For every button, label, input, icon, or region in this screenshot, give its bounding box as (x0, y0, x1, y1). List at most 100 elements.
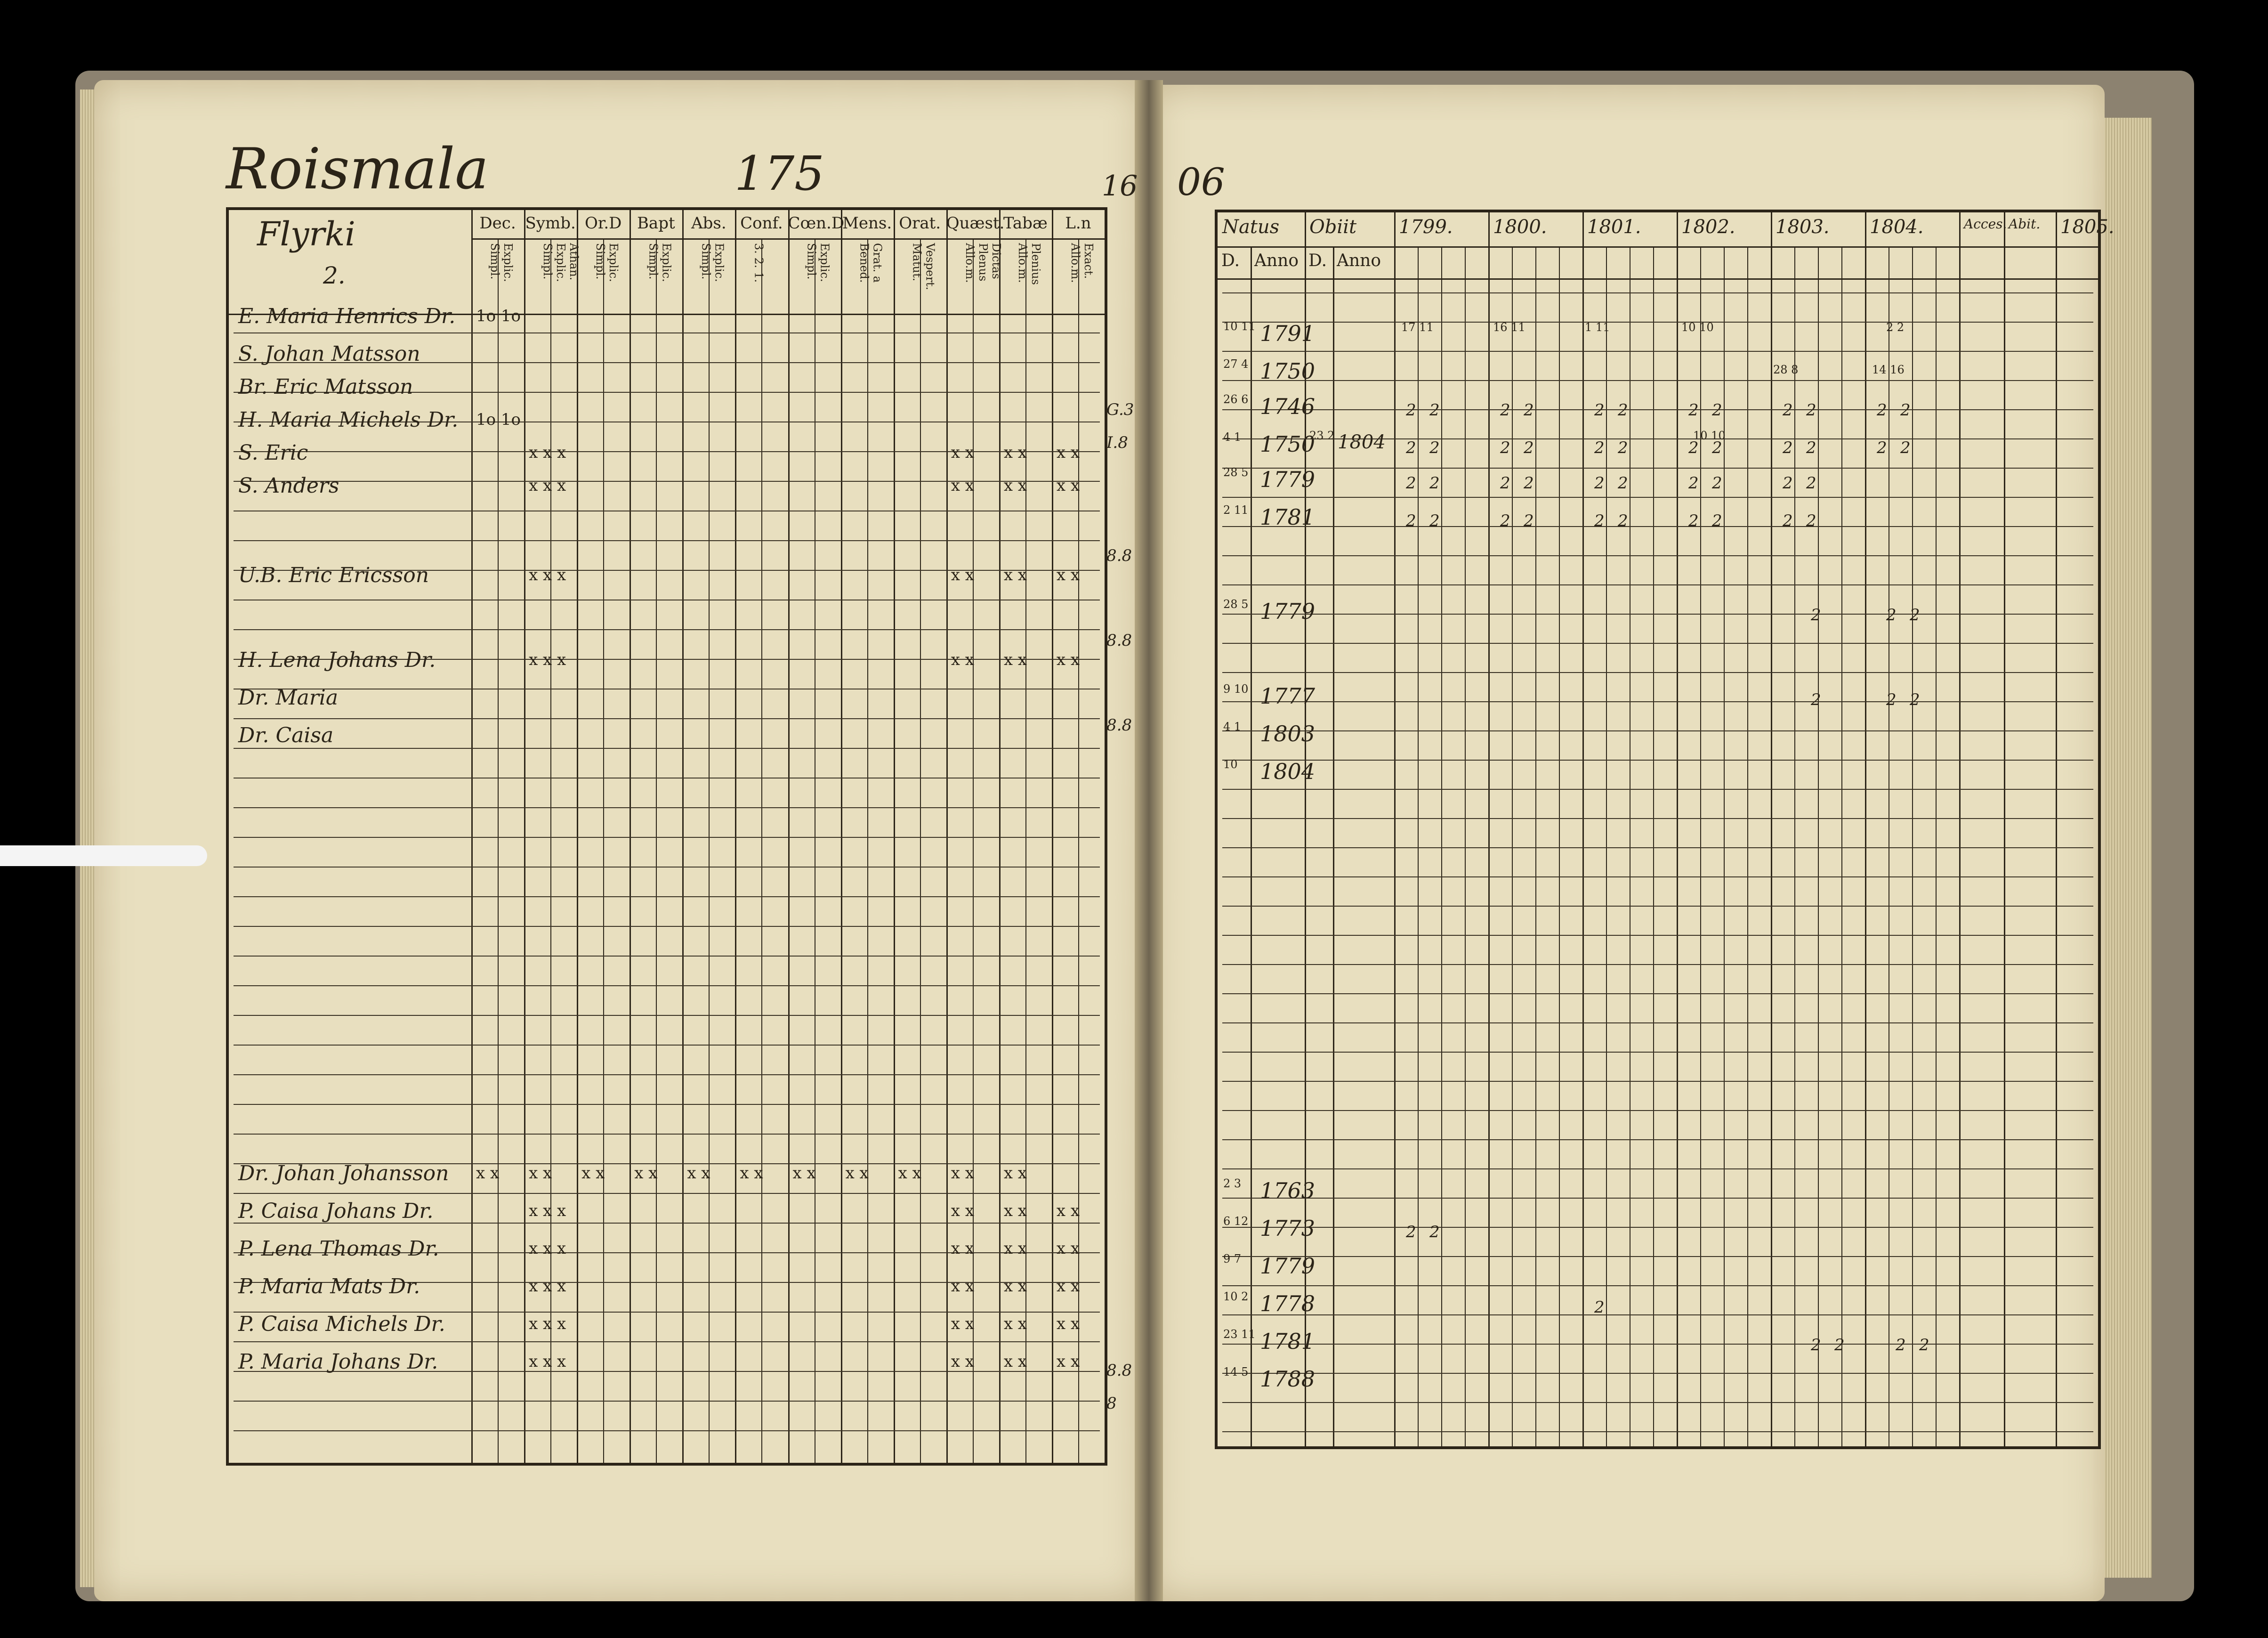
writing-rule (234, 956, 1100, 957)
writing-rule (234, 1015, 1100, 1016)
birth-year: 1779 (1260, 599, 1316, 624)
writing-rule (234, 718, 1100, 719)
mark-cell: x x (1003, 476, 1027, 495)
household-member-name: E. Maria Henrics Dr. (238, 304, 456, 328)
writing-rule (234, 1134, 1100, 1135)
column-header: Abs. (691, 214, 726, 233)
mark-cell: x x (1003, 443, 1027, 462)
header-bottom-rule (229, 314, 1105, 315)
header-bottom-rule (1218, 278, 2098, 280)
mark-cell: x x (1056, 1314, 1080, 1333)
attendance-check: 2 (1594, 1298, 1605, 1317)
attendance-check: 2 (1783, 438, 1793, 457)
attendance-check: 2 (1406, 1223, 1416, 1241)
writing-rule (234, 1163, 1100, 1164)
column-divider (1582, 212, 1584, 1446)
attendance-check: 2 (1811, 1336, 1821, 1354)
attendance-check: 2 (1524, 401, 1534, 420)
attendance-check: 2 (1910, 690, 1920, 709)
writing-rule (1222, 760, 2093, 761)
birth-year: 1803 (1260, 721, 1316, 746)
attendance-check: 2 (1834, 1336, 1845, 1354)
birth-year: 1777 (1260, 683, 1316, 709)
birth-year: 1773 (1260, 1216, 1316, 1241)
mark-cell: x x (1003, 1314, 1027, 1333)
birth-day-month: 10 (1223, 758, 1238, 771)
birth-year: 1804 (1260, 759, 1316, 784)
column-divider (735, 210, 737, 1463)
writing-rule (1222, 1022, 2093, 1023)
attendance-check: 2 (1406, 401, 1416, 420)
writing-rule (1222, 555, 2093, 556)
column-subheader: Vespert. Matut. (910, 243, 937, 290)
attendance-check: 2 (1594, 438, 1605, 457)
mark-cell: x x (1056, 650, 1080, 669)
mark-cell: x x (1003, 1352, 1027, 1371)
subcolumn-divider (1747, 246, 1748, 1446)
column-header: Quæst. (946, 214, 1005, 233)
column-divider (788, 210, 790, 1463)
margin-mark: I.8 (1106, 433, 1128, 452)
writing-rule (1222, 935, 2093, 936)
attendance-check: 2 (1900, 401, 1911, 420)
writing-rule (234, 1282, 1100, 1283)
attendance-check: 2 (1877, 438, 1887, 457)
writing-rule (1222, 847, 2093, 848)
writing-rule (234, 1074, 1100, 1075)
page-stack-right (2095, 118, 2152, 1578)
writing-rule (234, 807, 1100, 808)
mark-cell: x x (951, 1314, 974, 1333)
writing-rule (1222, 876, 2093, 877)
column-header: 1804. (1870, 216, 1924, 238)
column-subheader: Anno (1337, 251, 1381, 270)
attendance-check: 2 (1886, 606, 1897, 624)
column-subheader: Grat. a Bened. (857, 243, 884, 283)
attendance-check: 2 (1688, 474, 1699, 493)
column-header: Natus (1222, 216, 1280, 238)
birth-year: 1750 (1260, 431, 1316, 457)
margin-mark: 8.8 (1106, 1361, 1132, 1380)
birth-day-month: 26 6 (1223, 393, 1249, 406)
writing-rule (234, 481, 1100, 482)
writing-rule (1222, 964, 2093, 965)
column-header: Orat. (899, 214, 941, 233)
attendance-check: 2 (1712, 474, 1722, 493)
writing-rule (1222, 1168, 2093, 1169)
writing-rule (234, 540, 1100, 541)
attendance-check: 2 (1429, 401, 1440, 420)
writing-rule (234, 392, 1100, 393)
birth-year: 1778 (1260, 1291, 1316, 1316)
subcolumn-divider (1936, 246, 1937, 1446)
mark-cell: x x (951, 1239, 974, 1258)
writing-rule (234, 570, 1100, 571)
attendance-check: 2 (1900, 438, 1911, 457)
mark-cell: x x (1003, 566, 1027, 584)
column-header: Or.D (584, 214, 622, 233)
writing-rule (1222, 643, 2093, 644)
attendance-check: 2 (1910, 606, 1920, 624)
village-subtitle-number: 2. (323, 262, 346, 289)
margin-mark: 8.8 (1106, 546, 1132, 565)
attendance-check: 2 (1886, 690, 1897, 709)
column-header: Mens. (842, 214, 892, 233)
birth-day-month: 23 11 (1223, 1328, 1256, 1341)
mark-cell: x x (898, 1164, 921, 1183)
subcolumn-divider (1251, 246, 1252, 1446)
writing-rule (1222, 672, 2093, 673)
birth-day-month: 10 2 (1223, 1290, 1249, 1303)
writing-rule (1222, 1081, 2093, 1082)
column-header: 1800. (1493, 216, 1547, 238)
register-table: Natus Obiit 1799. 1800. 1801. 1802. 1803. 1804.… (1215, 210, 2115, 1449)
mark-cell: x x (951, 1201, 974, 1220)
attendance-note: 10 10 (1681, 321, 1714, 334)
subcolumn-divider (1441, 246, 1442, 1446)
attendance-check: 2 (1406, 511, 1416, 530)
mark-symb: x x x (529, 443, 566, 462)
folio-mark-left: 16 (1102, 170, 1138, 203)
column-divider (1959, 212, 1961, 1446)
writing-rule (1222, 1110, 2093, 1111)
birth-day-month: 4 1 (1223, 720, 1242, 733)
writing-rule (1222, 993, 2093, 994)
attendance-check: 2 (1429, 511, 1440, 530)
writing-rule (1222, 497, 2093, 498)
